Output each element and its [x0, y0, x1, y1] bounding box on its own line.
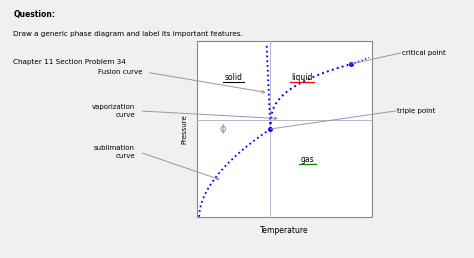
Bar — [197, 41, 372, 217]
Text: liquid: liquid — [291, 73, 313, 82]
Text: Chapter 11 Section Problem 34: Chapter 11 Section Problem 34 — [13, 59, 126, 65]
Text: Question:: Question: — [13, 10, 55, 19]
Text: Draw a generic phase diagram and label its important features.: Draw a generic phase diagram and label i… — [13, 31, 243, 37]
Text: solid: solid — [225, 73, 243, 82]
Text: Pressure: Pressure — [182, 114, 188, 144]
Text: gas: gas — [301, 155, 314, 164]
Text: ϕ: ϕ — [220, 124, 226, 134]
Text: Fusion curve: Fusion curve — [98, 69, 142, 75]
Text: Temperature: Temperature — [260, 227, 309, 235]
Text: vaporization
curve: vaporization curve — [92, 104, 135, 118]
Text: sublimation
curve: sublimation curve — [94, 146, 135, 159]
Text: critical point: critical point — [402, 50, 446, 56]
Text: triple point: triple point — [397, 108, 436, 114]
